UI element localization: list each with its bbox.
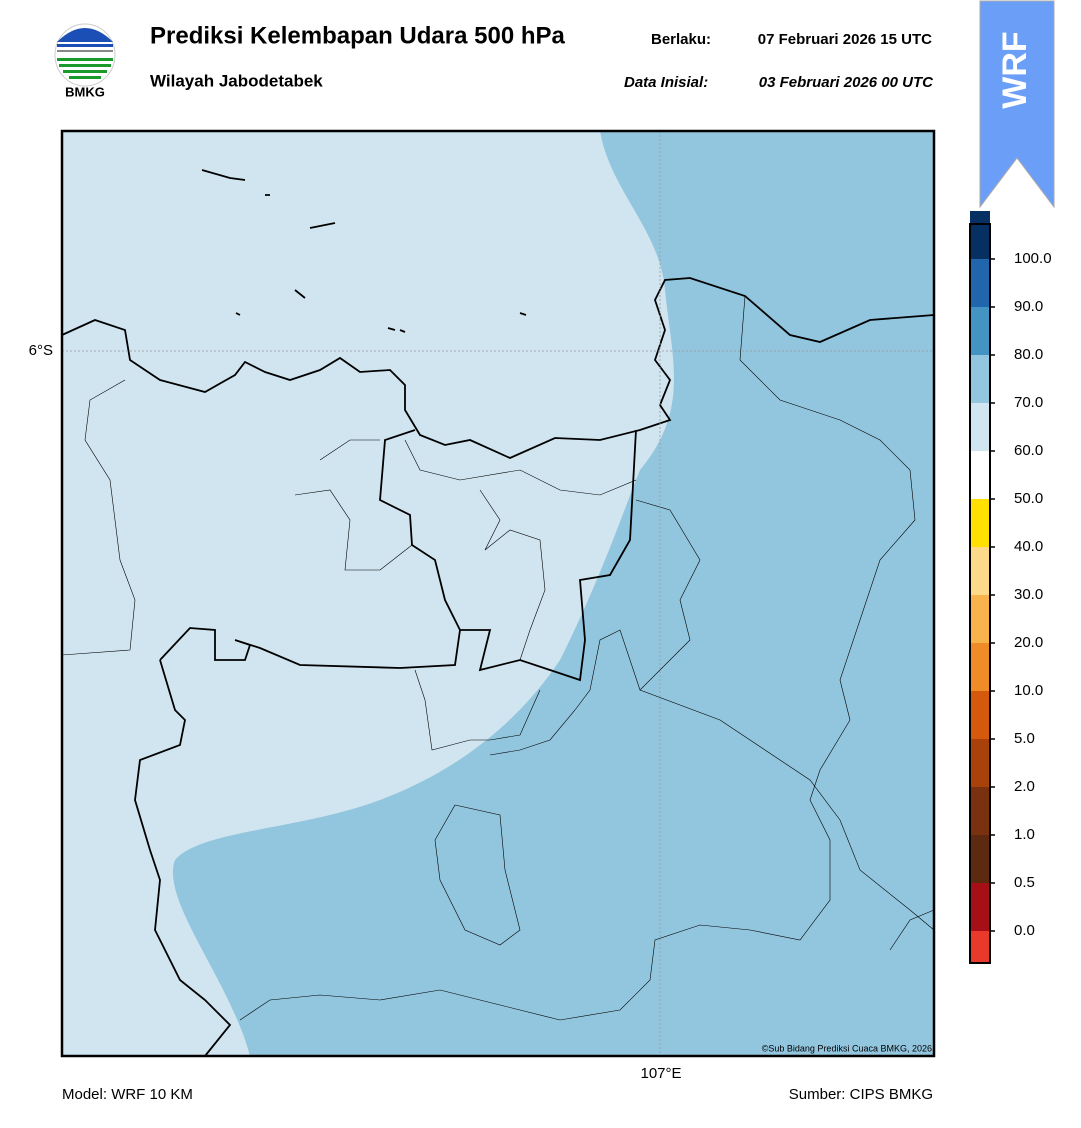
- colorbar-segment: [970, 355, 990, 403]
- colorbar-label: 70.0: [1014, 394, 1043, 411]
- footer-model: Model: WRF 10 KM: [62, 1086, 193, 1103]
- map-high-region: [172, 131, 934, 1056]
- logo-text: BMKG: [65, 84, 105, 99]
- colorbar-segment: [970, 835, 990, 883]
- admin-boundaries: [61, 295, 935, 1021]
- colorbar-segment: [970, 547, 990, 595]
- colorbar-label: 20.0: [1014, 634, 1043, 651]
- colorbar-segment: [970, 403, 990, 451]
- colorbar-segment: [970, 307, 990, 355]
- footer-source: Sumber: CIPS BMKG: [789, 1086, 933, 1103]
- colorbar-label: 30.0: [1014, 586, 1043, 603]
- colorbar-segment: [970, 499, 990, 547]
- colorbar: 0.0 0.5 1.0 2.0 5.0 10.0 20.0 30.0 40.0 50.0 60.0 7…: [969, 211, 1052, 964]
- badge: [979, 0, 1055, 209]
- colorbar-segment: [970, 931, 990, 963]
- colorbar-label: 10.0: [1014, 682, 1043, 699]
- colorbar-label: 0.0: [1014, 922, 1035, 939]
- colorbar-segment: [970, 739, 990, 787]
- coastline: [61, 169, 935, 1057]
- lat-label: 6°S: [29, 342, 53, 359]
- colorbar-label: 100.0: [1014, 250, 1052, 267]
- colorbar-segment: [970, 691, 990, 739]
- colorbar-segment: [970, 643, 990, 691]
- lon-label: 107°E: [640, 1065, 681, 1082]
- colorbar-label: 80.0: [1014, 346, 1043, 363]
- badge-text: WRF: [996, 31, 1034, 108]
- valid-time: 07 Februari 2026 15 UTC: [758, 31, 932, 48]
- logo: BMKG: [54, 23, 116, 99]
- colorbar-label: 5.0: [1014, 730, 1035, 747]
- colorbar-label: 90.0: [1014, 298, 1043, 315]
- init-label: Data Inisial:: [624, 74, 708, 91]
- colorbar-segment: [970, 211, 990, 259]
- map-frame: [60, 129, 936, 1058]
- valid-label: Berlaku:: [651, 31, 711, 48]
- map: ©Sub Bidang Prediksi Cuaca BMKG, 2026: [60, 129, 936, 1058]
- credit: ©Sub Bidang Prediksi Cuaca BMKG, 2026: [762, 1043, 932, 1053]
- colorbar-segment: [970, 451, 990, 499]
- colorbar-label: 0.5: [1014, 874, 1035, 891]
- colorbar-label: 40.0: [1014, 538, 1043, 555]
- subtitle: Wilayah Jabodetabek: [150, 71, 323, 90]
- colorbar-label: 1.0: [1014, 826, 1035, 843]
- colorbar-segment: [970, 259, 990, 307]
- colorbar-frame: [969, 223, 991, 964]
- init-time: 03 Februari 2026 00 UTC: [759, 74, 934, 91]
- title: Prediksi Kelembapan Udara 500 hPa: [150, 22, 566, 49]
- colorbar-label: 60.0: [1014, 442, 1043, 459]
- colorbar-segment: [970, 883, 990, 931]
- colorbar-label: 50.0: [1014, 490, 1043, 507]
- colorbar-segment: [970, 595, 990, 643]
- colorbar-segment: [970, 787, 990, 835]
- colorbar-label: 2.0: [1014, 778, 1035, 795]
